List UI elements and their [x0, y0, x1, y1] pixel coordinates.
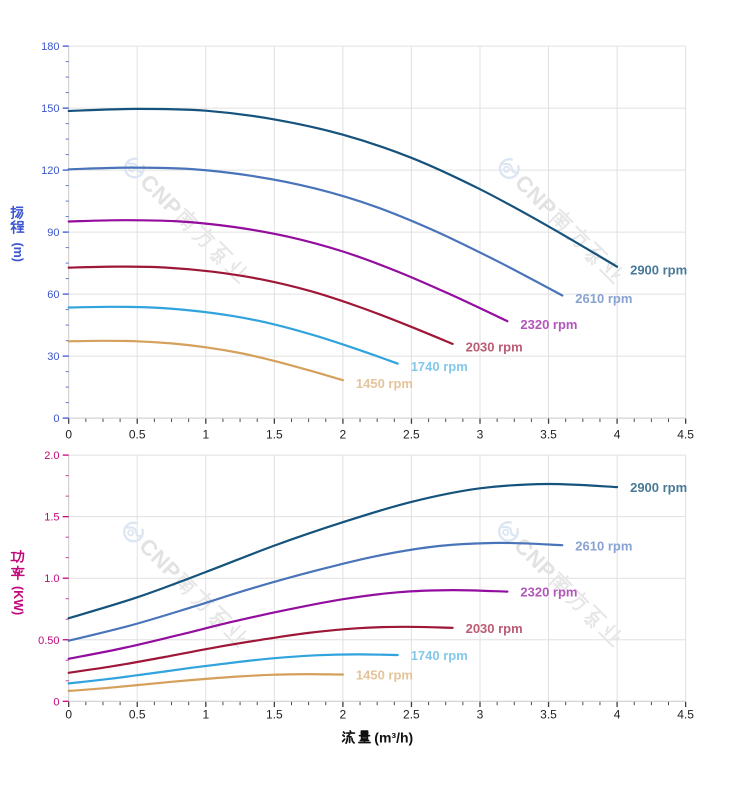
svg-text:1450 rpm: 1450 rpm: [356, 376, 413, 391]
svg-text:2: 2: [340, 707, 347, 721]
svg-text:180: 180: [41, 41, 59, 53]
svg-text:3: 3: [477, 427, 484, 441]
svg-text:2320 rpm: 2320 rpm: [520, 317, 577, 332]
svg-text:3: 3: [477, 707, 484, 721]
svg-text:2: 2: [340, 427, 347, 441]
svg-text:90: 90: [47, 227, 59, 239]
svg-text:1450 rpm: 1450 rpm: [356, 668, 413, 683]
svg-text:2.5: 2.5: [403, 427, 420, 441]
svg-text:1.0: 1.0: [44, 573, 59, 585]
svg-text:1740 rpm: 1740 rpm: [411, 359, 468, 374]
svg-text:1: 1: [202, 707, 209, 721]
svg-text:0: 0: [65, 427, 72, 441]
svg-text:2610 rpm: 2610 rpm: [575, 538, 632, 553]
svg-text:2900 rpm: 2900 rpm: [630, 480, 687, 495]
svg-text:0: 0: [65, 707, 72, 721]
svg-text:CNP: CNP: [134, 533, 186, 585]
svg-text:1.5: 1.5: [266, 427, 283, 441]
svg-text:0.50: 0.50: [38, 635, 59, 647]
svg-text:2900 rpm: 2900 rpm: [630, 262, 687, 277]
svg-text:0.5: 0.5: [129, 427, 146, 441]
svg-text:4: 4: [614, 427, 621, 441]
svg-text:0.5: 0.5: [129, 707, 146, 721]
svg-text:150: 150: [41, 103, 59, 115]
svg-text:1.5: 1.5: [266, 707, 283, 721]
svg-text:2320 rpm: 2320 rpm: [520, 585, 577, 600]
svg-text:2030 rpm: 2030 rpm: [466, 340, 523, 355]
svg-text:0: 0: [53, 413, 59, 425]
svg-text:60: 60: [47, 289, 59, 301]
svg-text:(m³/h): (m³/h): [374, 729, 413, 745]
svg-text:120: 120: [41, 165, 59, 177]
svg-text:CNP: CNP: [509, 533, 561, 585]
svg-text:2610 rpm: 2610 rpm: [575, 291, 632, 306]
svg-text:0: 0: [53, 696, 59, 708]
svg-text:2030 rpm: 2030 rpm: [466, 621, 523, 636]
svg-text:1: 1: [202, 427, 209, 441]
svg-text:(m): (m): [11, 243, 25, 262]
svg-text:1740 rpm: 1740 rpm: [411, 648, 468, 663]
svg-text:30: 30: [47, 351, 59, 363]
svg-text:3.5: 3.5: [540, 707, 557, 721]
svg-text:4.5: 4.5: [677, 707, 694, 721]
svg-text:2.0: 2.0: [44, 450, 59, 462]
svg-text:1.5: 1.5: [44, 512, 59, 524]
svg-text:CNP: CNP: [510, 170, 562, 222]
svg-text:CNP: CNP: [135, 169, 187, 221]
svg-text:3.5: 3.5: [540, 427, 557, 441]
svg-text:4: 4: [614, 707, 621, 721]
svg-text:2.5: 2.5: [403, 707, 420, 721]
svg-text:4.5: 4.5: [677, 427, 694, 441]
svg-text:(KW): (KW): [11, 586, 25, 615]
